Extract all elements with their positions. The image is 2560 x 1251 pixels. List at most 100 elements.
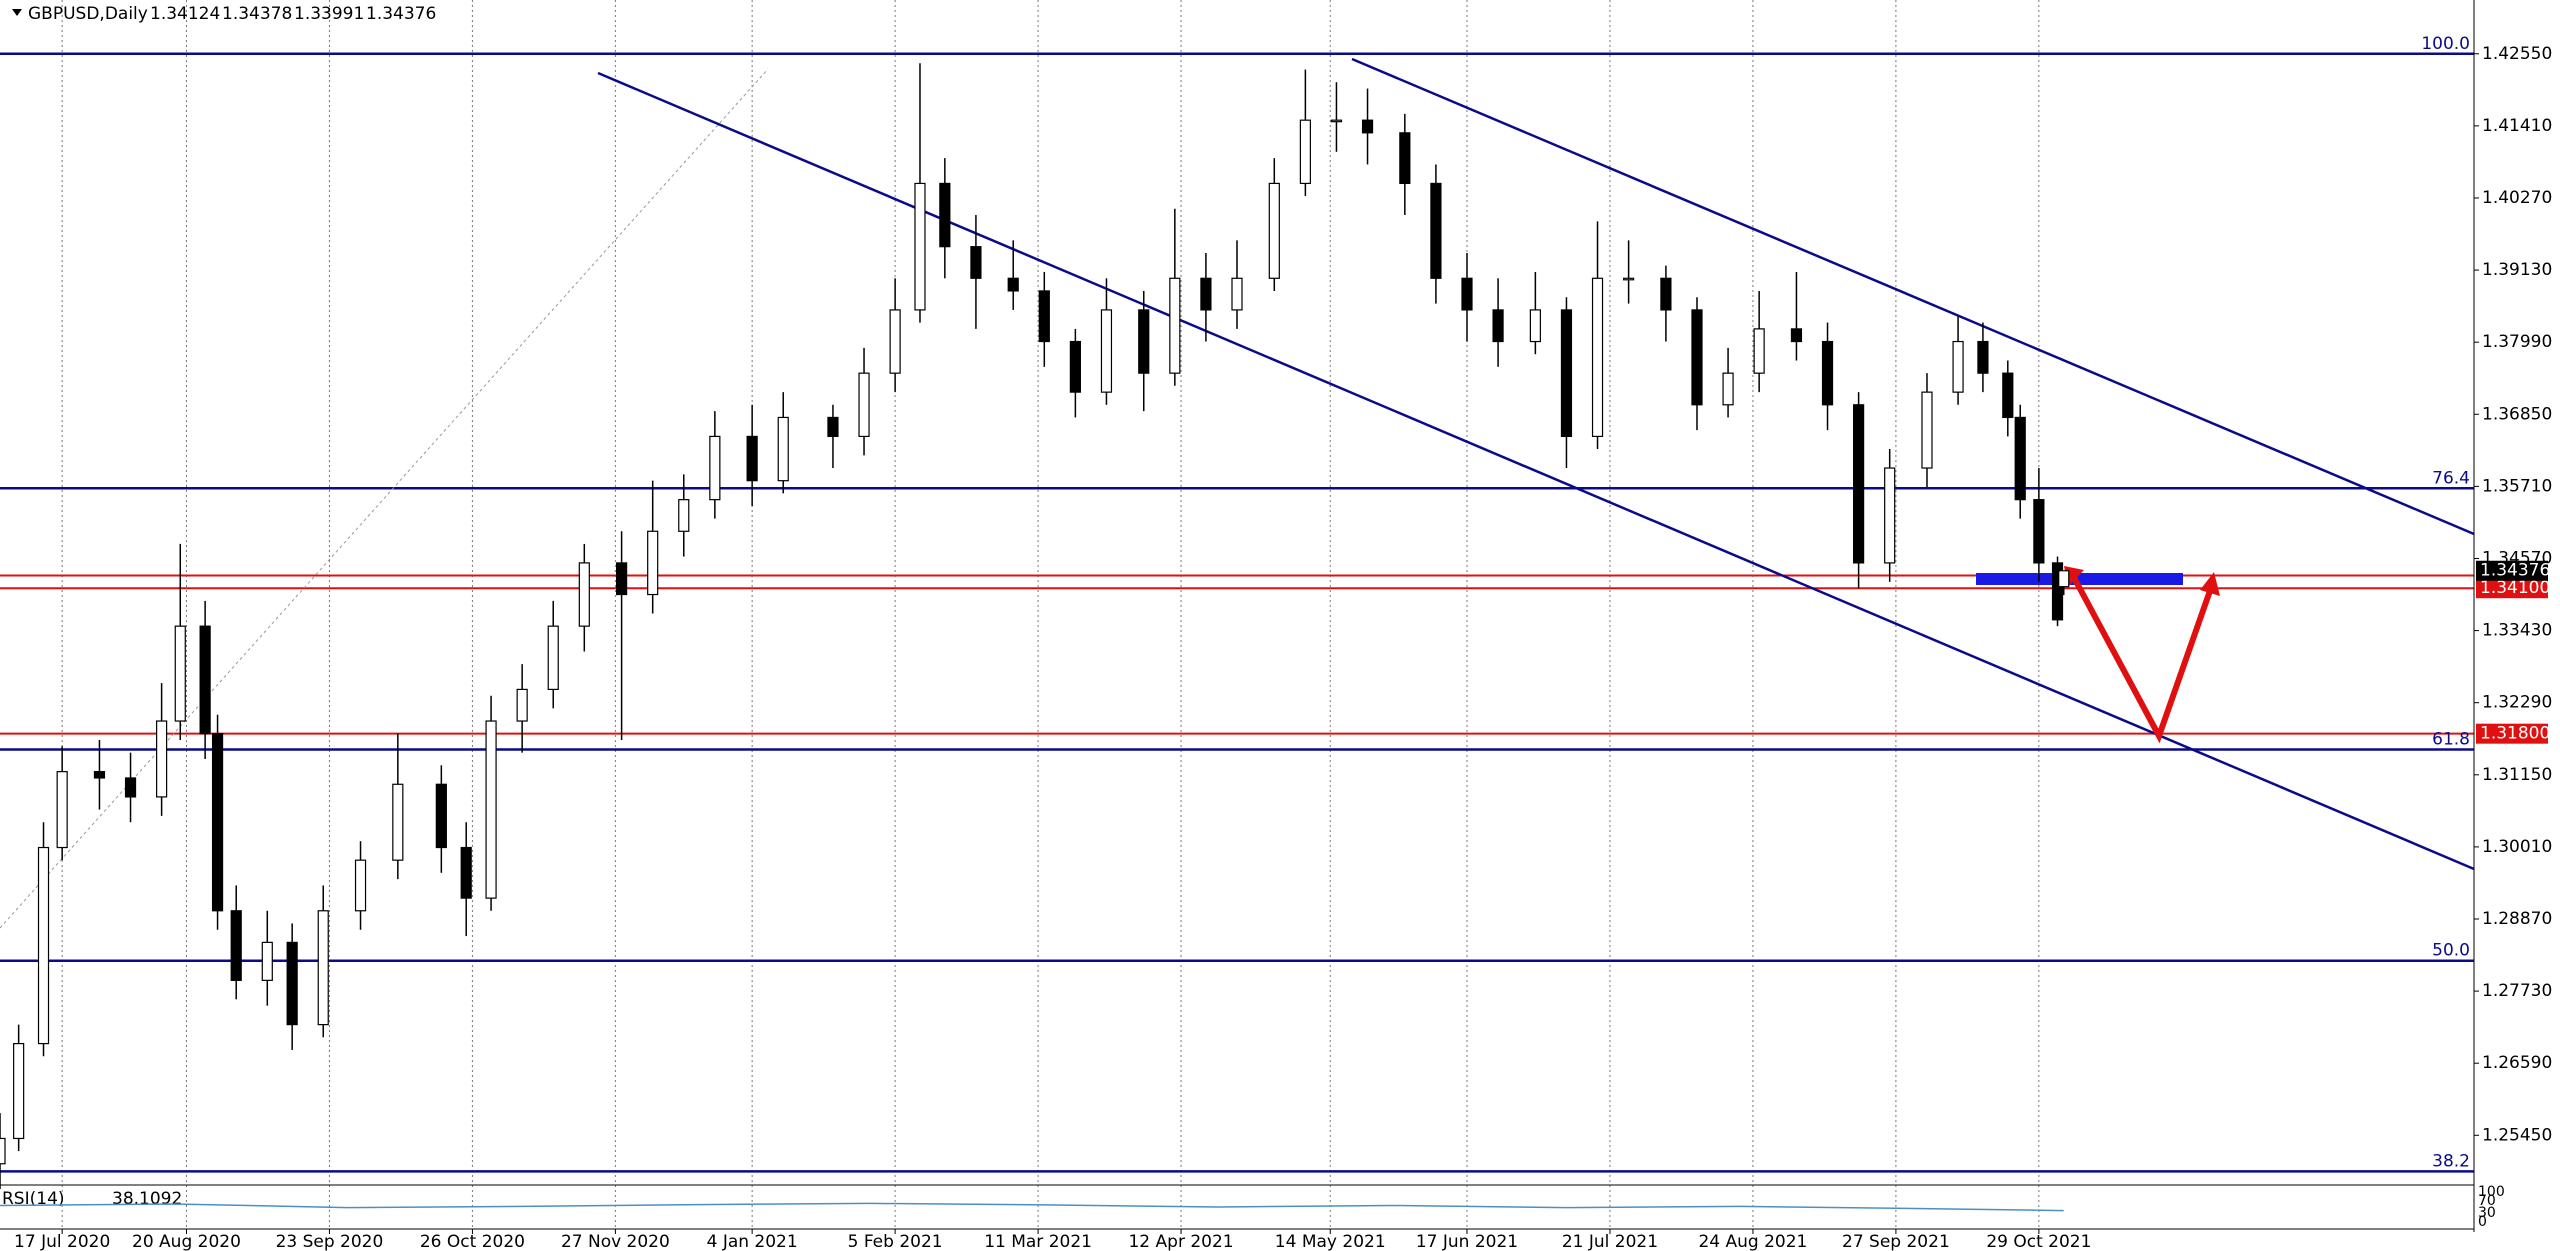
candle-body — [460, 846, 472, 899]
candle-body — [1399, 132, 1411, 185]
x-tick-label: 11 Mar 2021 — [984, 1232, 1092, 1251]
candle-body — [1200, 277, 1212, 311]
candle-body — [678, 499, 690, 532]
candle-body — [211, 733, 224, 912]
rsi-tick-label: 70 — [2478, 1193, 2496, 1209]
candle-body — [286, 941, 298, 1026]
candle-body — [354, 859, 367, 912]
y-tick-label: 1.31150 — [2482, 765, 2552, 785]
rsi-tick-label: 100 — [2478, 1184, 2505, 1200]
candle-body — [709, 435, 721, 501]
candle-body — [13, 1042, 25, 1140]
candle-body — [1268, 182, 1280, 279]
candle-body — [1361, 119, 1374, 134]
candle-body — [1790, 328, 1803, 343]
y-tick-label: 1.27730 — [2482, 981, 2552, 1001]
channel-upper — [1351, 57, 2475, 536]
menu-icon[interactable] — [12, 9, 22, 16]
current-price-box — [2476, 560, 2548, 581]
candle-body — [485, 720, 497, 899]
candle-body — [1231, 277, 1243, 311]
candle-body — [435, 783, 447, 849]
x-tick-label: 4 Jan 2021 — [707, 1232, 798, 1251]
y-tick-label: 1.39130 — [2482, 260, 2552, 280]
arrow-head — [2200, 572, 2220, 596]
fib-level-label: 38.2 — [2432, 1151, 2470, 1171]
candle-body — [858, 372, 870, 438]
x-tick-label: 24 Aug 2021 — [1698, 1232, 1807, 1251]
x-tick-label: 27 Nov 2020 — [561, 1232, 670, 1251]
candle-body — [261, 941, 273, 981]
candle-body — [827, 416, 839, 438]
candle-body — [2058, 570, 2070, 588]
candle-body — [1691, 309, 1703, 406]
candle-body — [1169, 277, 1181, 374]
y-tick-label: 1.41410 — [2482, 116, 2552, 136]
x-tick-label: 17 Jul 2020 — [14, 1232, 110, 1251]
candle-body — [2014, 416, 2026, 501]
candle-body — [317, 910, 329, 1026]
candle-body — [1623, 277, 1635, 281]
price-level-box — [2476, 723, 2548, 744]
candle-body — [914, 182, 926, 311]
candle-body — [1884, 467, 1896, 564]
x-tick-label: 14 May 2021 — [1275, 1232, 1386, 1251]
x-tick-label: 21 Jul 2021 — [1562, 1232, 1658, 1251]
candle-body — [1529, 309, 1541, 343]
x-tick-label: 26 Oct 2020 — [420, 1232, 525, 1251]
candle-body — [93, 771, 106, 779]
price-level-box — [2476, 578, 2548, 599]
x-tick-label: 23 Sep 2020 — [276, 1232, 384, 1251]
candle-body — [616, 562, 628, 596]
x-tick-label: 12 Apr 2021 — [1128, 1232, 1233, 1251]
fib-level-label: 50.0 — [2432, 941, 2470, 961]
price-level-label: 1.31800 — [2480, 724, 2550, 744]
candle-body — [392, 783, 404, 861]
candle-body — [970, 246, 982, 279]
candle-body — [647, 530, 659, 596]
candle-body — [547, 625, 559, 691]
header-ohlc: 1.34124 — [150, 4, 220, 24]
y-tick-label: 1.32290 — [2482, 693, 2552, 713]
fib-level-label: 61.8 — [2432, 729, 2470, 749]
fib-level-label: 100.0 — [2421, 34, 2470, 54]
symbol: GBPUSD,Daily — [28, 4, 148, 24]
candle-body — [1038, 290, 1050, 343]
x-tick-label: 5 Feb 2021 — [848, 1232, 943, 1251]
y-tick-label: 1.28870 — [2482, 909, 2552, 929]
zone — [1976, 573, 2183, 585]
candle-body — [1138, 309, 1150, 374]
y-tick-label: 1.36850 — [2482, 404, 2552, 424]
candle-body — [124, 777, 137, 798]
candle-body — [2002, 372, 2014, 419]
candle-body — [1299, 119, 1311, 185]
price-level-label: 1.34100 — [2480, 578, 2550, 598]
y-tick-label: 1.37990 — [2482, 332, 2552, 352]
candle-body — [889, 309, 901, 374]
y-tick-label: 1.30010 — [2482, 837, 2552, 857]
y-tick-label: 1.33430 — [2482, 621, 2552, 641]
annotations — [0, 57, 2475, 929]
candle-body — [1722, 372, 1734, 406]
candle-body — [1560, 309, 1573, 438]
candle-body — [37, 846, 50, 1045]
rsi-value: 38.1092 — [112, 1189, 182, 1209]
candle-body — [1753, 328, 1765, 374]
candle-body — [1492, 309, 1504, 343]
candle-body — [1430, 182, 1442, 279]
candle-body — [1007, 277, 1019, 292]
candle-body — [1921, 391, 1933, 469]
candle-body — [746, 435, 758, 482]
candle-body — [578, 562, 590, 627]
candle-body — [1330, 119, 1343, 123]
candle-body — [174, 625, 186, 722]
candle-body — [230, 910, 242, 981]
candle-body — [1977, 340, 1989, 374]
y-tick-label: 1.40270 — [2482, 188, 2552, 208]
candle-body — [777, 416, 789, 482]
y-tick-label: 1.35710 — [2482, 476, 2552, 496]
candle-body — [1461, 277, 1473, 311]
fib-level-label: 76.4 — [2432, 468, 2470, 488]
